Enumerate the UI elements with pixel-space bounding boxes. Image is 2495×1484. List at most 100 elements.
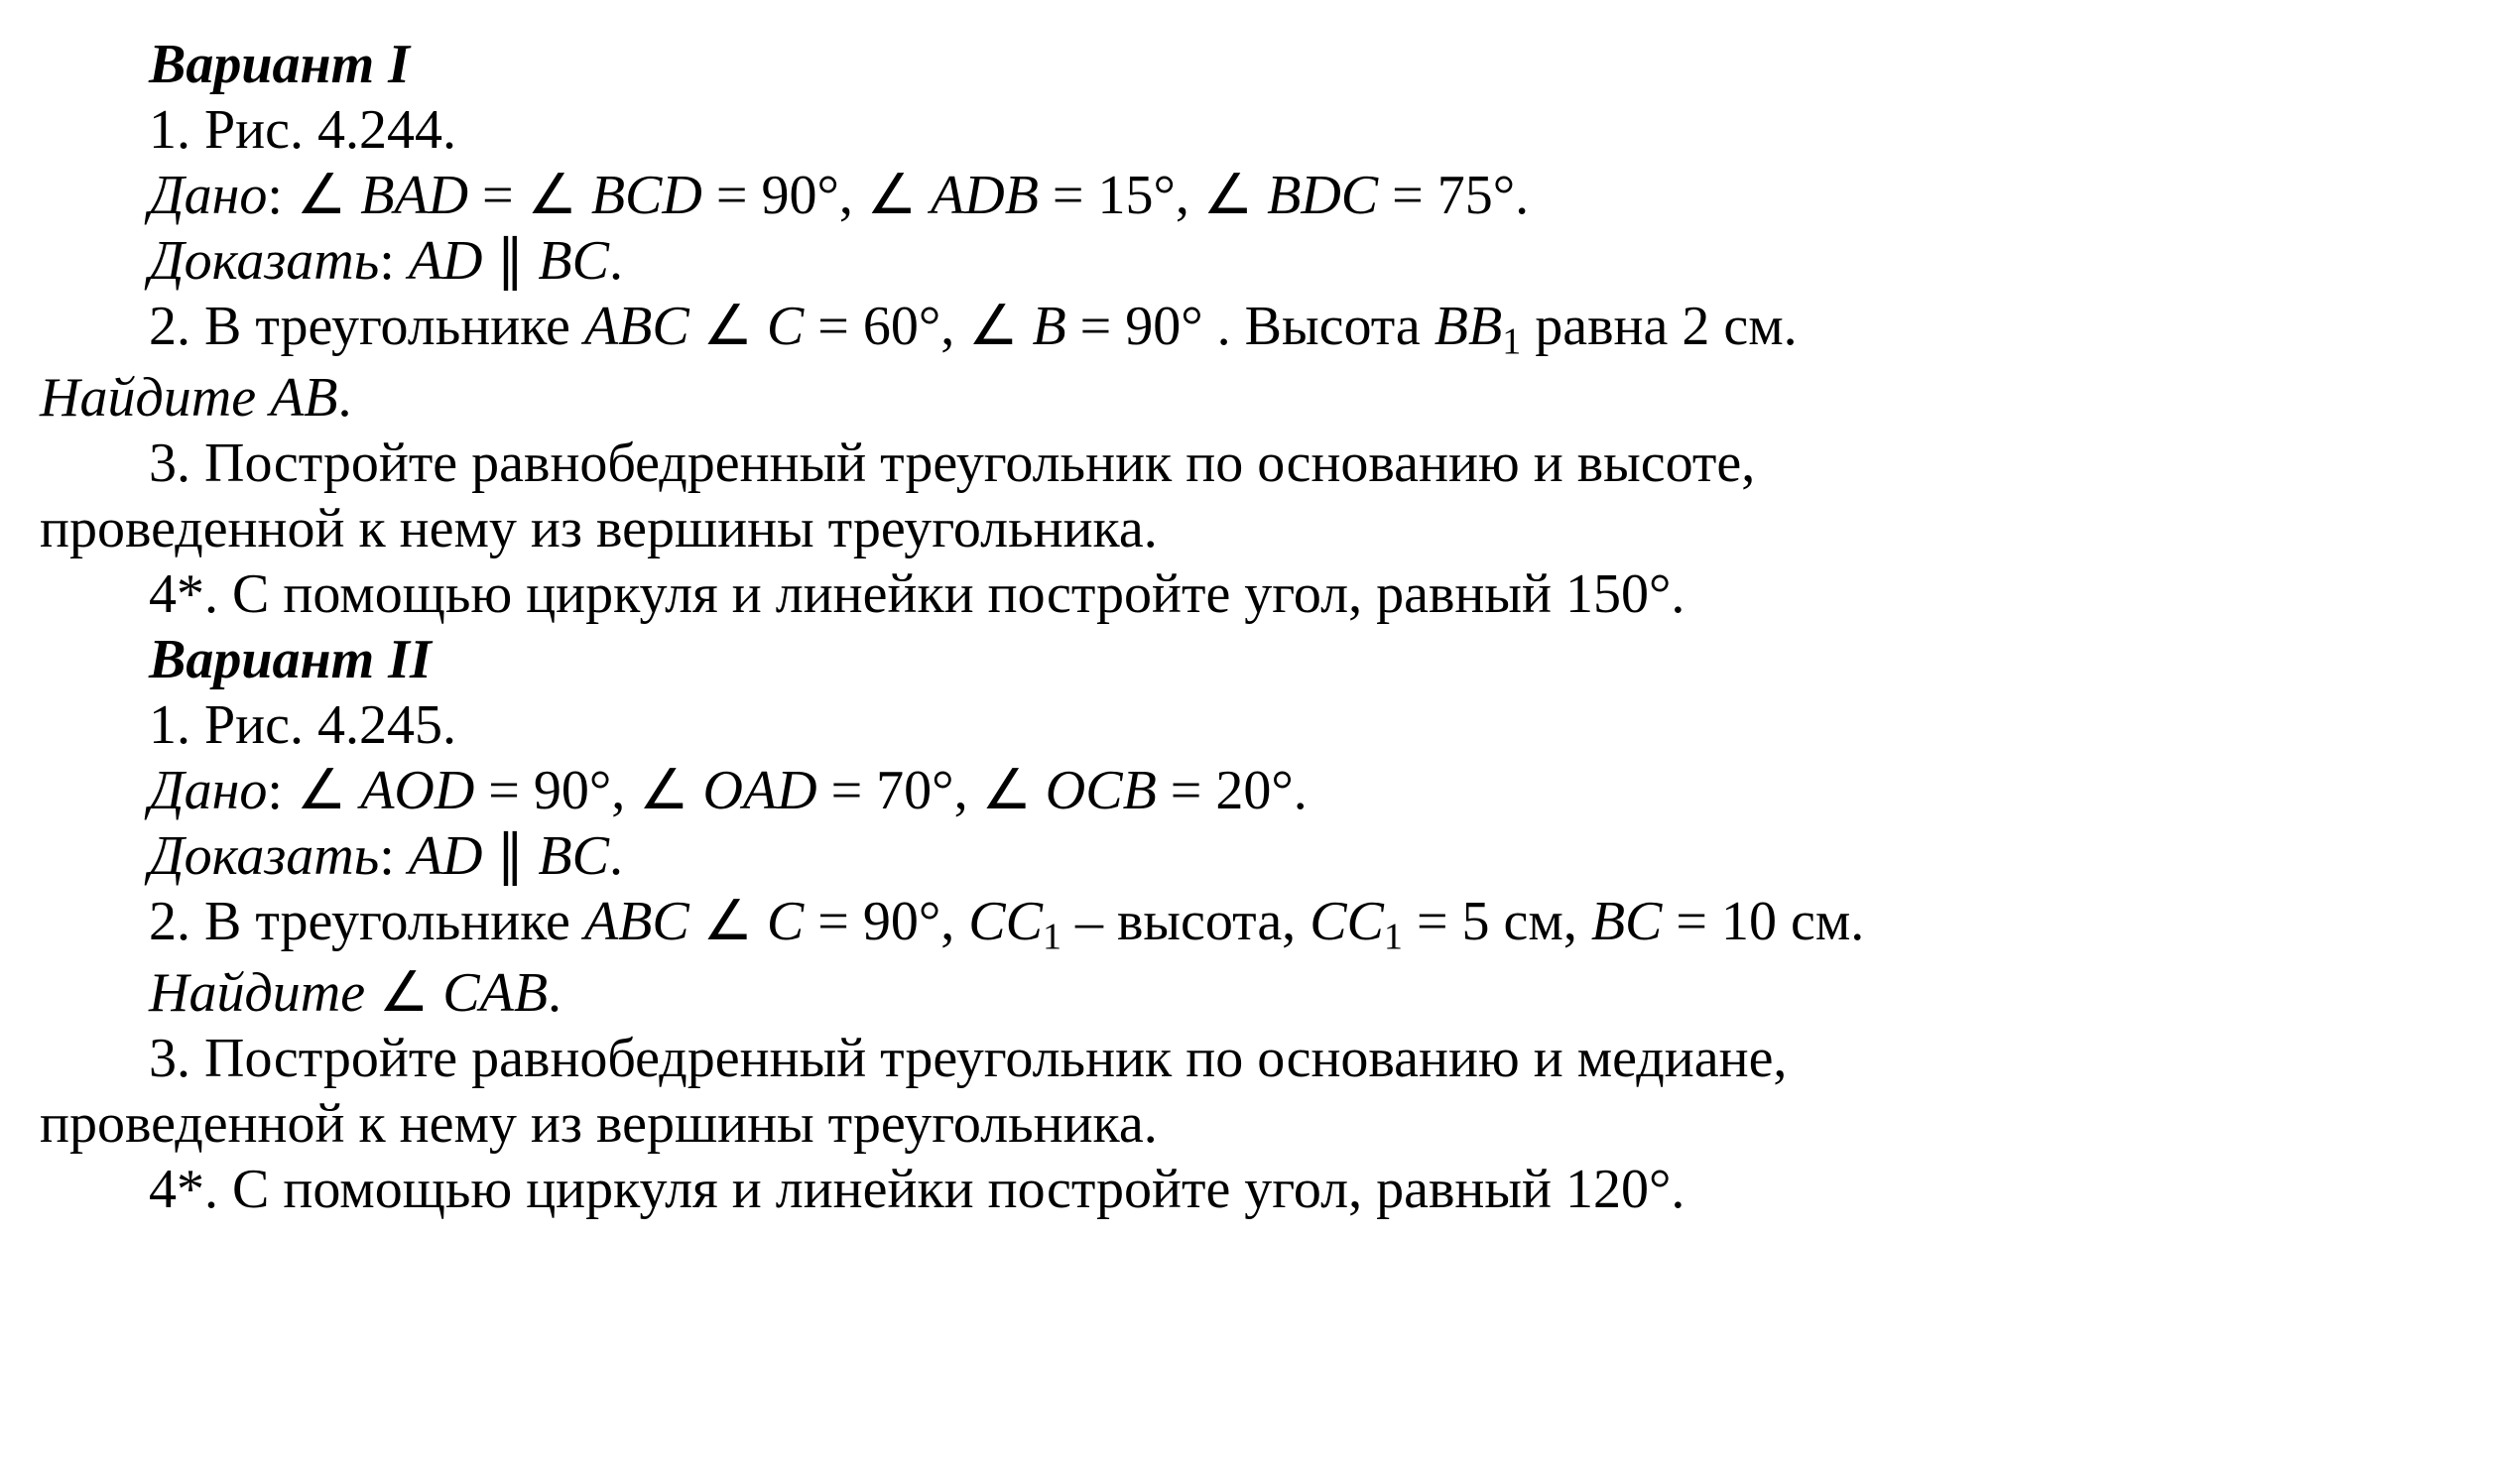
text: . [1671,1159,1684,1220]
text: . [548,962,561,1024]
sym: BB [1435,296,1502,357]
angle-icon: ∠ [639,760,688,821]
prove-label: Доказать [149,230,379,292]
deg-icon: ° [919,891,940,952]
v2-p1-dano: Дано: ∠ AOD = 90°, ∠ OAD = 70°, ∠ OCB = … [40,758,2455,823]
sym: AOD [360,760,474,821]
sym: B [1032,296,1065,357]
deg-icon: ° [919,296,940,357]
text [524,825,538,887]
sym: CC [968,891,1043,952]
angle-icon: ∠ [297,760,346,821]
text [346,165,360,226]
text: . [442,99,456,161]
text: = [817,296,863,357]
deg-icon: ° [1154,165,1176,226]
text: , [611,760,639,821]
prove-label: Доказать [149,825,379,887]
text [917,165,931,226]
num: 90 [761,165,816,226]
text [689,891,703,952]
text: = [1392,165,1437,226]
text: , [940,891,968,952]
text: . [1294,760,1308,821]
sym: ABC [584,296,689,357]
deg-icon: ° [1649,1159,1671,1220]
text [689,296,703,357]
sym: ABC [584,891,689,952]
num: 90 [863,891,919,952]
text: = [482,165,528,226]
sym: BDC [1267,165,1378,226]
text: проведенной к нему из вершины треугольни… [40,1093,1158,1155]
v2-p4: 4*. С помощью циркуля и линейки постройт… [40,1157,2455,1222]
text: . [1671,563,1684,625]
fig-num: 4.245 [317,694,442,756]
text: 3. Постройте равнобедренный треугольник … [149,433,1755,494]
find-label: Найдите [149,962,379,1024]
num: 90 [534,760,589,821]
text: 4*. С помощью циркуля и линейки постройт… [149,563,1565,625]
text: = [488,760,534,821]
text: , [954,760,982,821]
sym: AD [409,825,483,887]
angle-icon: ∠ [379,962,429,1024]
text: : [267,165,297,226]
num: 60 [863,296,919,357]
angle-icon: ∠ [982,760,1032,821]
text: = [1417,891,1462,952]
text [524,230,538,292]
v1-p1-dano: Дано: ∠ BAD = ∠ BCD = 90°, ∠ ADB = 15°, … [40,163,2455,228]
text: , [1176,165,1203,226]
v1-title: Вариант I [149,34,410,95]
text: , [1563,891,1591,952]
text: = [1171,760,1216,821]
dano-label: Дано [149,165,267,226]
text: 1. Рис. [149,99,317,161]
text: : [379,825,409,887]
angle-icon: ∠ [528,165,577,226]
text: . [338,367,352,429]
angle-icon: ∠ [1203,165,1253,226]
num: 20 [1215,760,1271,821]
text: . [1515,165,1529,226]
v2-p3-line2: проведенной к нему из вершины треугольни… [40,1091,2455,1157]
text [688,760,702,821]
text: . [1850,891,1864,952]
text: : [379,230,409,292]
sym: C [767,296,804,357]
angle-icon: ∠ [297,165,346,226]
text: = [817,891,863,952]
subscript: 1 [1384,917,1403,958]
v2-p1-prove: Доказать: AD ∥ BC. [40,823,2455,889]
angle-icon: ∠ [867,165,917,226]
num: 70 [876,760,932,821]
deg-icon: ° [1649,563,1671,625]
text: = [1053,165,1098,226]
num: 75 [1437,165,1493,226]
v1-title-line: Вариант I [40,32,2455,97]
text: равна 2 см. [1535,296,1797,357]
sym: OAD [702,760,816,821]
sym: C [767,891,804,952]
v2-p2-line1: 2. В треугольнике ABC ∠ C = 90°, CC1 – в… [40,889,2455,959]
v1-p3-line1: 3. Постройте равнобедренный треугольник … [40,431,2455,496]
dano-label: Дано [149,760,267,821]
page: Вариант I 1. Рис. 4.244. Дано: ∠ BAD = ∠… [0,0,2495,1484]
text [1018,296,1032,357]
v1-p2-line2: Найдите AB. [40,365,2455,431]
angle-icon: ∠ [703,296,753,357]
text: 1. Рис. [149,694,317,756]
angle-icon: ∠ [703,891,753,952]
find-label: Найдите [40,367,270,429]
sym: BAD [360,165,468,226]
text: 2. В треугольнике [149,296,584,357]
v1-p3-line2: проведенной к нему из вершины треугольни… [40,496,2455,561]
sym: BCD [591,165,702,226]
deg-icon: ° [816,165,838,226]
sym: AD [409,230,483,292]
text: = [1662,891,1721,952]
v2-p1-ref: 1. Рис. 4.245. [40,692,2455,758]
num: 15 [1098,165,1154,226]
text [577,165,591,226]
